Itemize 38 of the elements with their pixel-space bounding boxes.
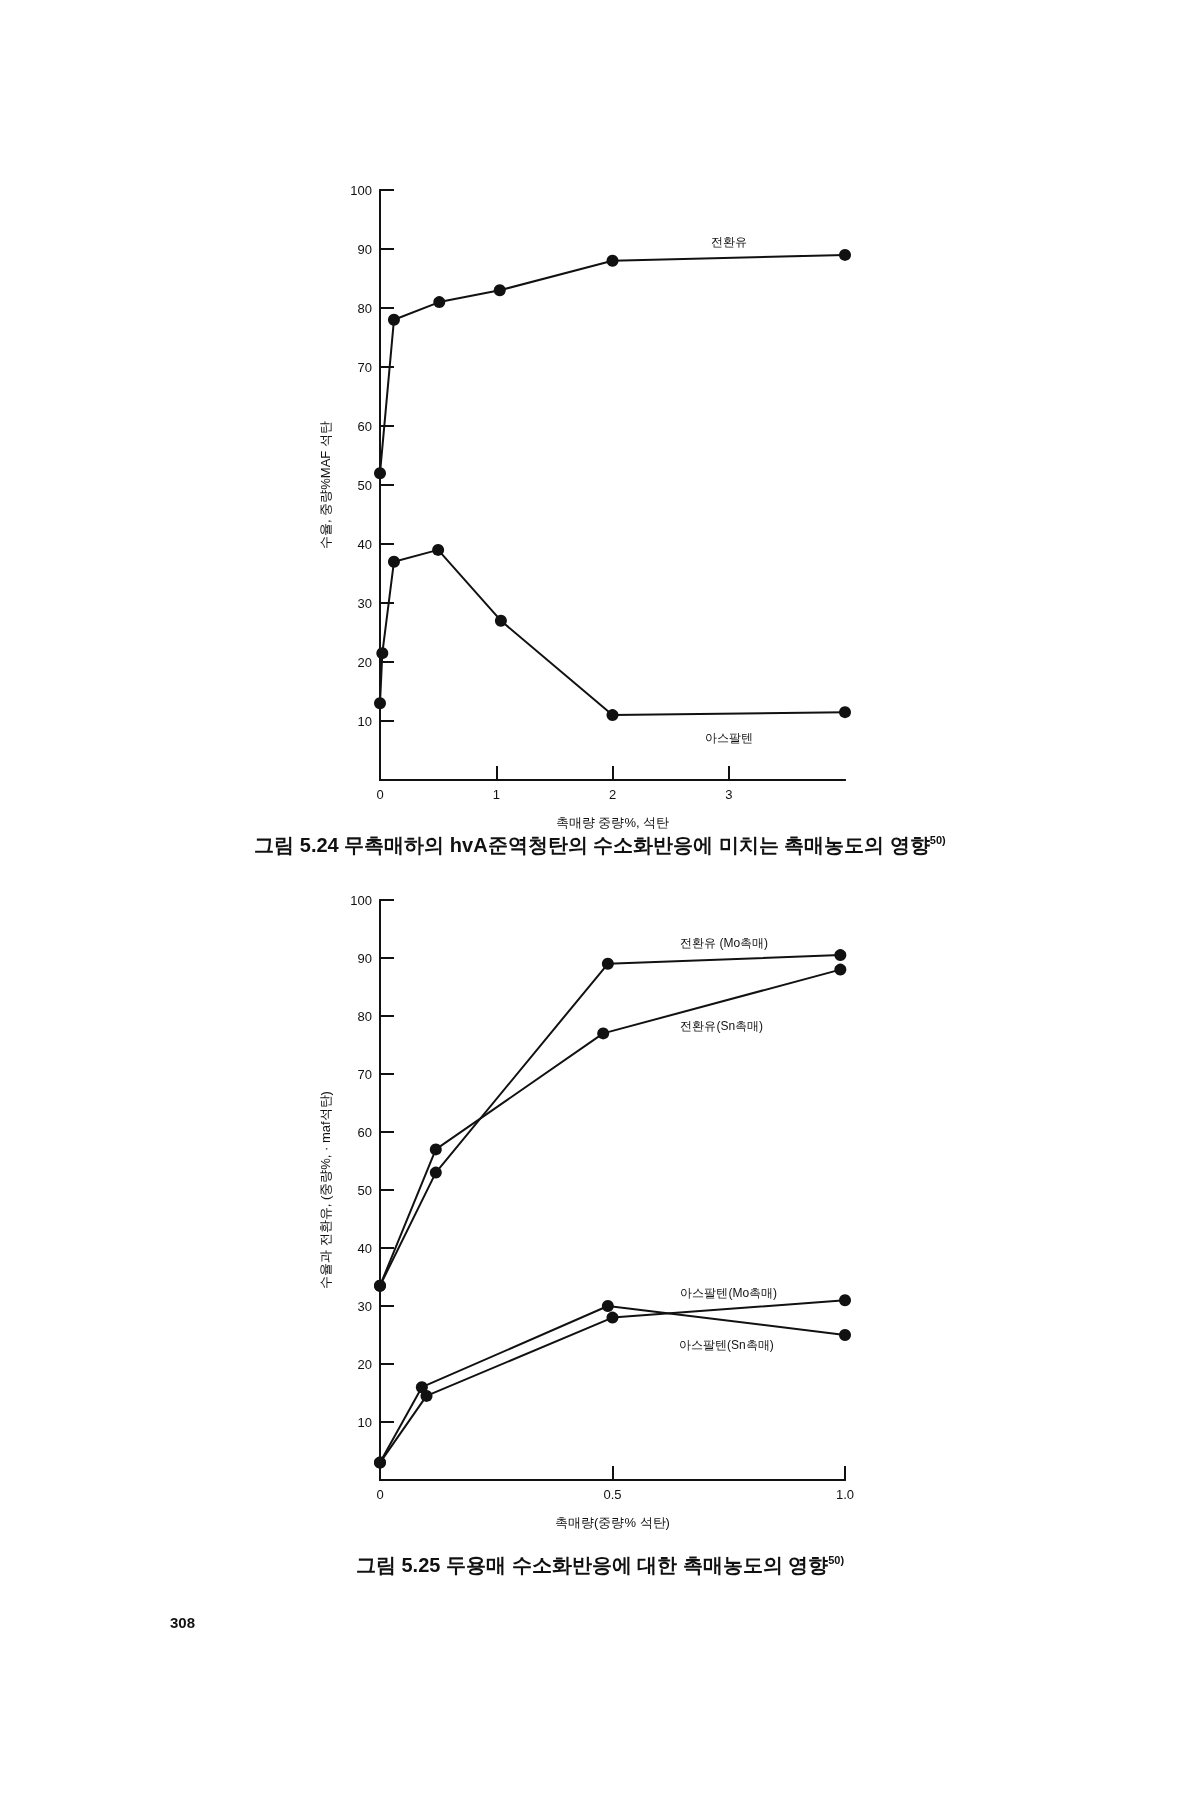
x-tick-label: 0 xyxy=(376,787,384,802)
y-tick-label: 90 xyxy=(357,241,372,257)
series-label: 전환유 (Mo촉매) xyxy=(680,936,769,951)
x-tick-label: 1.0 xyxy=(835,1487,855,1502)
y-tick-label: 10 xyxy=(357,1414,372,1430)
y-tick-label: 30 xyxy=(357,1298,372,1314)
series-label: 아스팔텐(Mo촉매) xyxy=(680,1285,778,1300)
y-tick-label: 50 xyxy=(357,1182,372,1198)
y-tick-label: 70 xyxy=(357,359,372,375)
y-tick-label: 30 xyxy=(357,595,372,611)
y-tick-label: 20 xyxy=(357,1356,372,1372)
y-tick-label: 90 xyxy=(357,950,372,966)
y-axis-title: 수율, 중량%MAF 석탄 xyxy=(318,421,333,549)
series-label: 아스팔텐 xyxy=(704,730,753,745)
series-label: 전환유(Sn촉매) xyxy=(680,1018,764,1033)
y-tick-label: 60 xyxy=(357,418,372,434)
y-tick-label: 10 xyxy=(357,713,372,729)
x-tick-label: 2 xyxy=(608,787,617,802)
y-tick-label: 70 xyxy=(357,1066,372,1082)
series-label: 전환유 xyxy=(710,234,747,249)
y-tick-label: 20 xyxy=(357,654,372,670)
y-tick-label: 100 xyxy=(350,892,372,908)
text: 308 xyxy=(170,1614,196,1631)
y-tick-label: 60 xyxy=(357,1124,372,1140)
series-label: 아스팔텐(Sn촉매) xyxy=(679,1337,774,1352)
x-tick-label: 1 xyxy=(492,787,500,802)
x-tick-label: 0.5 xyxy=(603,1487,622,1502)
x-axis-title: 촉매량 중량%, 석탄 xyxy=(555,815,670,830)
y-tick-label: 50 xyxy=(357,477,372,493)
x-tick-label: 3 xyxy=(725,787,733,802)
x-tick-label: 0 xyxy=(376,1487,384,1502)
y-tick-label: 40 xyxy=(357,1240,372,1256)
y-tick-label: 100 xyxy=(350,182,372,198)
y-tick-label: 40 xyxy=(357,536,372,552)
y-tick-label: 80 xyxy=(357,1008,372,1024)
y-tick-label: 80 xyxy=(357,300,372,316)
y-axis-title: 수율과 전환유, (중량%, · maf석탄) xyxy=(318,1091,333,1289)
x-axis-title: 촉매량(중량% 석탄) xyxy=(555,1515,670,1530)
